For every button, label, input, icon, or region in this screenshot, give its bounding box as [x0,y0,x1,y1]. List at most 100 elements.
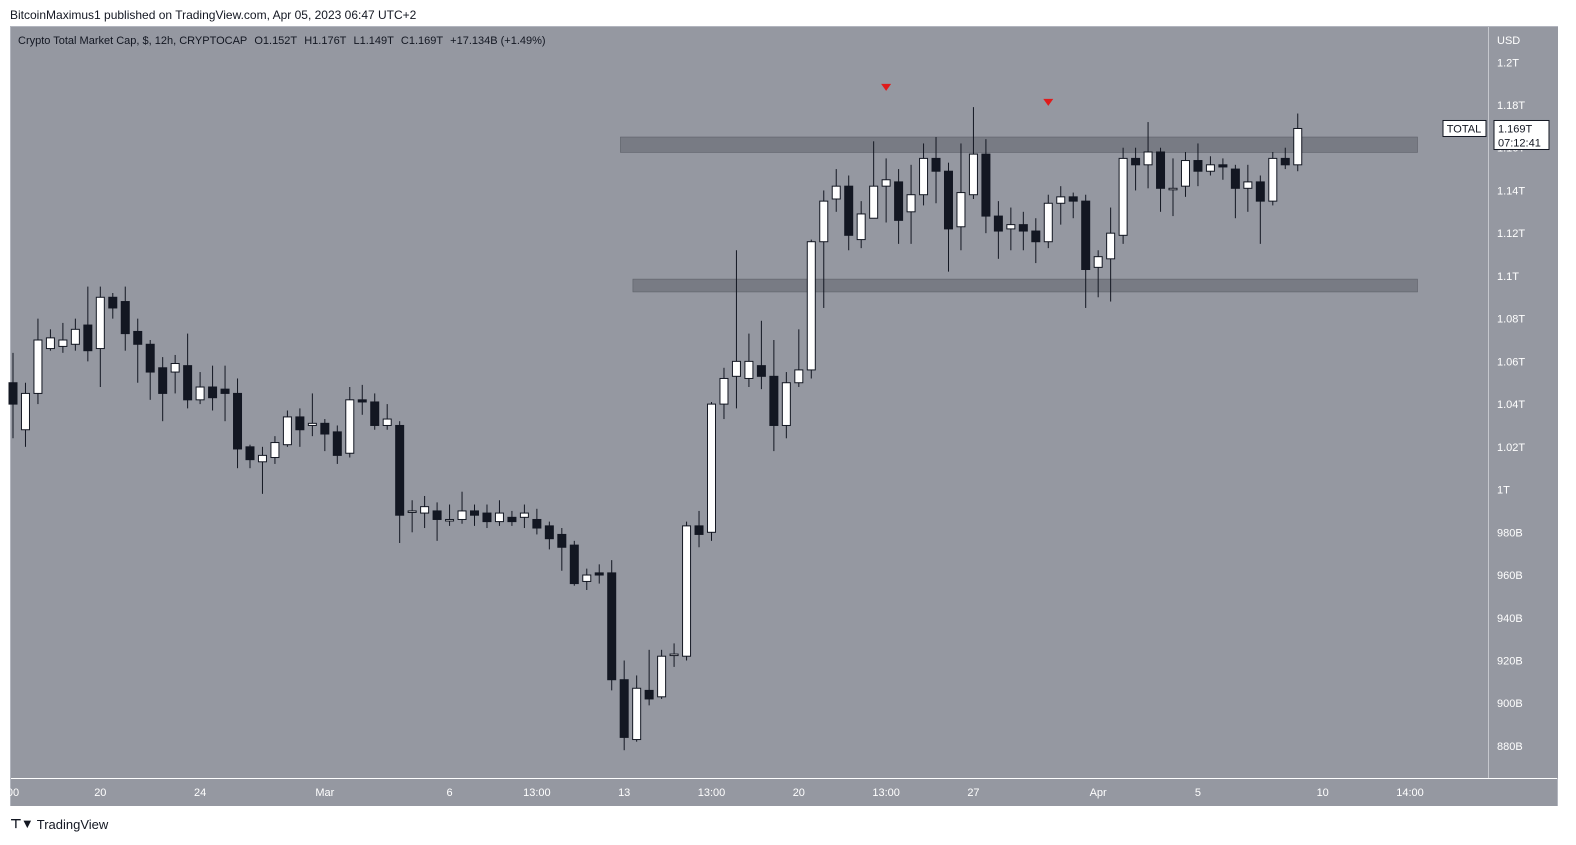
currency-label: USD [1497,35,1520,47]
candle-body [1031,230,1041,243]
x-tick-label: Mar [315,787,334,799]
candle [108,293,118,319]
legend-title: Crypto Total Market Cap, $, 12h, CRYPTOC… [18,35,248,47]
candle-body [806,241,816,371]
candle-body [170,363,180,373]
candle [756,320,766,390]
candle [245,444,255,469]
last-price-value: 1.169T [1498,123,1533,135]
candle [981,139,991,234]
candle-body [682,525,692,657]
candle [1081,194,1091,308]
candle-body [357,399,367,403]
x-tick-label: 00 [7,787,19,799]
candle [1255,175,1265,244]
candle-body [544,525,554,540]
candle [719,367,729,420]
candle-body [931,157,941,172]
candle [707,401,716,541]
candle-body [1168,187,1178,191]
candle-body [993,215,1003,232]
candle-body [869,185,879,219]
candle [1193,143,1203,187]
candle-body [95,296,105,350]
footer-brand: TradingView [36,816,109,832]
candle [569,540,579,586]
candle-body [507,516,517,523]
candle-body [108,296,118,309]
candle [993,201,1003,259]
candle [170,354,180,394]
price-scale[interactable] [1488,27,1558,778]
candle-body [719,377,729,405]
candle-body [943,170,953,230]
x-tick-label: 24 [194,787,206,799]
y-tick-label: 900B [1497,698,1523,710]
time-scale[interactable] [11,778,1557,806]
y-tick-label: 1.2T [1497,57,1519,69]
x-tick-label: 20 [94,787,106,799]
x-tick-label: 14:00 [1396,787,1424,799]
candle [133,318,143,383]
candle-countdown: 07:12:41 [1498,137,1541,149]
candle [1131,147,1141,191]
candle [507,510,517,526]
resistance-marker-icon [1043,98,1054,106]
candle [432,502,442,541]
candle [819,190,829,308]
candle-body [1068,196,1078,202]
candle-body [769,375,779,426]
candle-body [619,679,629,738]
candle [968,107,978,199]
candle-body [20,392,30,431]
candle-body [707,403,716,533]
candle [494,500,504,526]
candle [1280,147,1290,170]
candle-body [919,157,929,196]
candle-body [1293,127,1303,166]
candle-body [257,454,267,463]
candle-body [794,369,804,384]
candle-body [669,653,679,657]
candle-body [382,418,392,426]
candle [544,521,554,550]
candle [519,504,529,529]
series-name-label: TOTAL [1447,123,1481,135]
y-tick-label: 980B [1497,527,1523,539]
y-tick-label: 1.12T [1497,228,1525,240]
candle [233,378,243,469]
y-tick-label: 1.1T [1497,271,1519,283]
candle-body [594,572,604,576]
y-tick-label: 960B [1497,570,1523,582]
x-tick-label: 13:00 [698,787,726,799]
candle [731,250,741,409]
candle-body [1081,200,1091,270]
y-tick-label: 1T [1497,485,1510,497]
candle [1205,156,1215,176]
y-tick-label: 880B [1497,741,1523,753]
candle-body [83,324,93,352]
candle-body [482,512,492,523]
candle [1118,147,1128,244]
candle [158,357,168,422]
candle-body [8,382,18,405]
candle-body [282,416,292,446]
candle-body [831,185,841,200]
publisher-line: BitcoinMaximus1 published on TradingView… [10,8,417,22]
candle-body [519,512,529,518]
x-tick-label: Apr [1090,787,1107,799]
candle-body [1156,151,1166,189]
candle [407,500,417,533]
candle [457,491,467,524]
candle [270,436,280,464]
candle [295,408,305,447]
legend-change: +17.134B (+1.49%) [450,35,546,47]
y-tick-label: 1.14T [1497,185,1525,197]
tradingview-footer[interactable]: ⊤▼ TradingView [10,816,108,832]
candle-body [1143,151,1153,166]
candle-body [756,365,766,377]
last-price-tag [1493,119,1550,150]
candle [619,660,629,751]
candle [1018,211,1028,251]
candle-body [395,424,405,516]
